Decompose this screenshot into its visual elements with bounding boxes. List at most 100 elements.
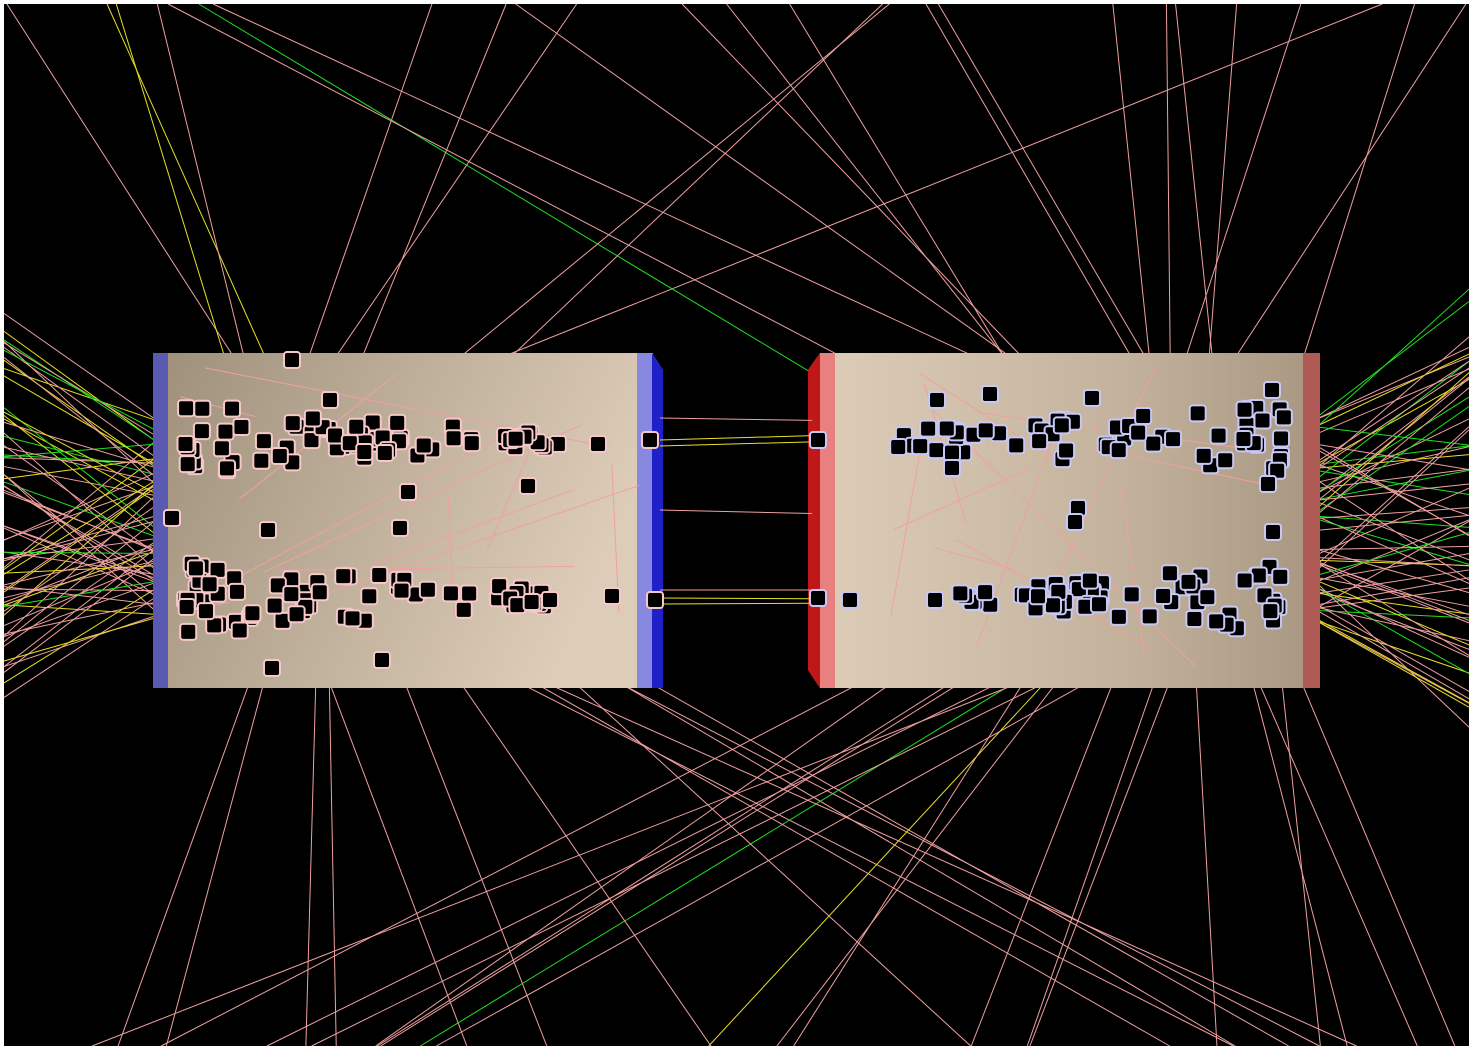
track [3, 551, 161, 554]
track [156, 3, 261, 423]
hit [265, 596, 284, 615]
hit [1263, 381, 1281, 399]
hit [282, 585, 301, 604]
hit [889, 437, 908, 456]
hit [355, 442, 374, 461]
track [3, 421, 161, 470]
detector-cap [153, 353, 168, 688]
track [1311, 532, 1470, 578]
track [1311, 601, 1470, 692]
hit [541, 591, 559, 609]
hit [1234, 429, 1253, 448]
track [3, 466, 161, 497]
track [1046, 366, 1157, 599]
track [1311, 617, 1470, 708]
track [3, 485, 161, 585]
hit [227, 582, 246, 601]
track [893, 468, 1030, 531]
hit [259, 521, 277, 539]
hit [1188, 404, 1207, 423]
track [1311, 429, 1470, 576]
hit [1057, 441, 1076, 460]
track [3, 559, 161, 627]
track [3, 516, 161, 643]
track [1311, 288, 1470, 432]
hit [186, 559, 205, 578]
track [3, 613, 161, 668]
hit [460, 584, 479, 603]
hit [1129, 423, 1148, 442]
hit [1066, 513, 1084, 531]
track [659, 417, 813, 421]
track [3, 330, 161, 445]
hit [441, 584, 460, 603]
track [659, 435, 813, 441]
track [1311, 556, 1470, 567]
track [1311, 376, 1470, 499]
hit [414, 436, 433, 455]
track [3, 474, 161, 616]
track [1311, 615, 1470, 704]
hit [1235, 400, 1254, 419]
track [1311, 476, 1470, 581]
hit [243, 604, 262, 623]
hit [641, 431, 659, 449]
track [1311, 387, 1470, 520]
track [3, 481, 161, 539]
hit [193, 399, 212, 418]
track [1311, 336, 1470, 473]
track [3, 548, 161, 606]
hit [1274, 408, 1293, 427]
track [1311, 553, 1470, 582]
detector-cap [652, 353, 663, 688]
track [1311, 468, 1470, 490]
hit [1209, 426, 1228, 445]
hit [928, 391, 946, 409]
hit [1109, 441, 1128, 460]
track [659, 597, 813, 600]
hit [1268, 461, 1287, 480]
hit [343, 609, 362, 628]
hit [943, 443, 962, 462]
hit [1122, 585, 1141, 604]
hit [375, 443, 394, 462]
track [3, 342, 161, 439]
hit [976, 421, 995, 440]
track [1311, 353, 1470, 429]
track [3, 537, 161, 560]
track [1311, 578, 1470, 646]
hit [223, 399, 242, 418]
hit [302, 431, 321, 450]
hit [178, 455, 197, 474]
track [3, 502, 161, 612]
track [3, 432, 161, 575]
track [1311, 469, 1470, 495]
track [3, 484, 161, 593]
hit [283, 351, 301, 369]
hit [283, 414, 302, 433]
hit [1043, 596, 1062, 615]
hit [392, 581, 411, 600]
track [920, 373, 1052, 458]
hit [1179, 572, 1198, 591]
hit [1154, 586, 1173, 605]
track [3, 527, 161, 598]
hit [370, 565, 389, 584]
track [3, 346, 161, 461]
hit [321, 391, 339, 409]
track [3, 586, 161, 606]
hit [399, 483, 417, 501]
detector-cap [1303, 353, 1320, 688]
hit [212, 439, 231, 458]
track [1311, 378, 1470, 506]
hit [1185, 610, 1204, 629]
hit [1235, 571, 1254, 590]
track [263, 424, 582, 573]
hit [841, 591, 859, 609]
hit [1264, 523, 1282, 541]
hit [176, 434, 195, 453]
hit [1134, 407, 1153, 426]
hit [232, 417, 251, 436]
hit [303, 409, 322, 428]
track [3, 616, 161, 662]
